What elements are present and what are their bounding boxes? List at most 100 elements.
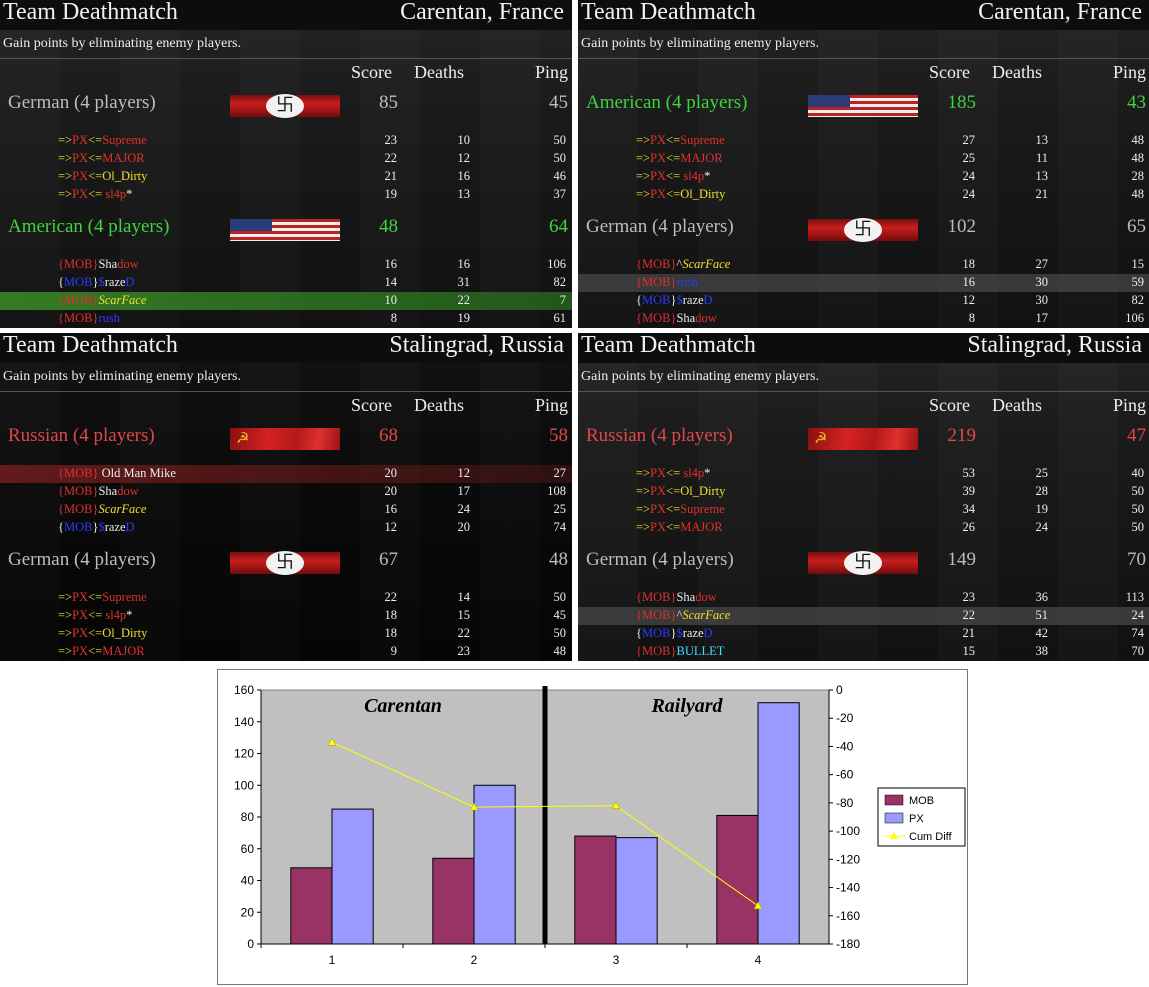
name-segment: <= xyxy=(88,133,103,147)
annotation-carentan: Carentan xyxy=(364,695,442,717)
name-segment: dow xyxy=(117,257,139,271)
swastika-emblem: 卐 xyxy=(844,218,882,242)
map-name: Stalingrad, Russia xyxy=(389,333,564,358)
player-score: 22 xyxy=(962,608,976,622)
y-tick-label: 140 xyxy=(234,715,254,729)
name-segment: ^ xyxy=(676,257,683,271)
y-tick-label: 40 xyxy=(241,874,255,888)
player-name: =>PX<=Ol_Dirty xyxy=(58,169,147,184)
name-segment: } xyxy=(670,293,677,307)
bar-mob xyxy=(290,867,333,945)
player-score: 34 xyxy=(962,502,976,516)
x-tick-label: 4 xyxy=(755,953,762,967)
player-name: =>PX<=MAJOR xyxy=(636,520,723,535)
player-ping: 74 xyxy=(553,520,567,534)
divider xyxy=(578,391,1149,392)
player-row: =>PX<= sl4p* 24 13 28 xyxy=(578,168,1149,186)
name-segment: dow xyxy=(117,484,139,498)
player-ping: 40 xyxy=(1131,466,1145,480)
name-segment: => xyxy=(636,151,651,165)
name-segment: => xyxy=(58,608,73,622)
legend-swatch xyxy=(884,812,904,824)
name-segment: PX xyxy=(650,187,667,201)
name-segment: sl4p xyxy=(683,466,705,480)
name-segment: PX xyxy=(72,133,89,147)
name-segment: * xyxy=(126,608,133,622)
player-row: {MOB}Shadow 20 17 108 xyxy=(0,483,572,501)
player-score: 12 xyxy=(962,293,976,307)
scoreboard-title-bar: Team Deathmatch Carentan, France xyxy=(0,0,572,30)
team-name: German (4 players) xyxy=(586,216,734,237)
name-segment: raze xyxy=(104,275,126,289)
player-row: {MOB}ScarFace 10 22 7 xyxy=(0,292,572,310)
name-segment: sl4p xyxy=(683,169,705,183)
name-segment: {MOB} xyxy=(58,466,99,480)
player-name: =>PX<=MAJOR xyxy=(58,644,145,659)
german-flag-icon: 卐 xyxy=(230,551,340,575)
name-segment: {MOB} xyxy=(636,311,677,325)
name-segment: PX xyxy=(650,520,667,534)
player-ping: 106 xyxy=(1125,311,1144,325)
american-flag-icon xyxy=(808,95,918,117)
bar-px xyxy=(473,784,516,945)
player-score: 8 xyxy=(390,311,397,325)
name-segment: {MOB} xyxy=(58,502,99,516)
player-ping: 46 xyxy=(553,169,567,183)
team-score: 67 xyxy=(379,549,398,570)
name-segment: { xyxy=(58,520,64,534)
player-deaths: 13 xyxy=(1035,169,1049,183)
player-deaths: 24 xyxy=(457,502,471,516)
german-flag-icon: 卐 xyxy=(808,551,918,575)
player-score: 23 xyxy=(962,590,976,604)
player-row: {MOB}ScarFace 16 24 25 xyxy=(0,501,572,519)
y2-tick-label: -80 xyxy=(836,796,854,810)
player-name: {MOB}$razeD xyxy=(636,293,713,308)
player-score: 18 xyxy=(384,608,398,622)
player-deaths: 31 xyxy=(457,275,471,289)
player-deaths: 12 xyxy=(457,151,471,165)
team-score: 149 xyxy=(947,549,977,570)
swastika-emblem: 卐 xyxy=(266,551,304,575)
name-segment: PX xyxy=(72,608,89,622)
player-row: {MOB}Shadow 16 16 106 xyxy=(0,256,572,274)
name-segment: <= xyxy=(666,151,681,165)
y2-tick-label: -180 xyxy=(836,937,860,951)
player-deaths: 19 xyxy=(457,311,471,325)
player-name: =>PX<=Supreme xyxy=(636,133,725,148)
player-row: {MOB} Old Man Mike 20 12 27 xyxy=(0,465,572,483)
player-score: 53 xyxy=(962,466,976,480)
player-name: {MOB}^ScarFace xyxy=(636,257,730,272)
name-segment: dow xyxy=(695,590,717,604)
score-comparison-chart: 0 20 40 60 80 100 120 140 160 0 -20 -40 -60 -80 -100 -1… xyxy=(217,669,968,985)
mode-description: Gain points by eliminating enemy players… xyxy=(581,369,819,384)
bar-px xyxy=(615,837,658,945)
player-name: {MOB}$razeD xyxy=(58,275,135,290)
name-segment: PX xyxy=(72,151,89,165)
mode-description: Gain points by eliminating enemy players… xyxy=(3,36,241,51)
team-ping: 45 xyxy=(549,92,568,113)
name-segment: D xyxy=(703,293,713,307)
player-row: {MOB}$razeD 14 31 82 xyxy=(0,274,572,292)
player-score: 21 xyxy=(962,626,976,640)
background-scene xyxy=(0,30,572,328)
name-segment: => xyxy=(636,502,651,516)
name-segment: Supreme xyxy=(102,590,147,604)
name-segment: D xyxy=(703,626,713,640)
player-row: =>PX<=MAJOR 26 24 50 xyxy=(578,519,1149,537)
y2-tick-label: -140 xyxy=(836,881,860,895)
player-row: =>PX<=Ol_Dirty 21 16 46 xyxy=(0,168,572,186)
name-segment: rush xyxy=(676,275,699,289)
cum-diff-point xyxy=(327,737,337,746)
name-segment: <= xyxy=(88,608,106,622)
player-deaths: 30 xyxy=(1035,293,1049,307)
scoreboard-2: Team Deathmatch Carentan, France Gain poin… xyxy=(578,0,1149,328)
russian-flag-icon: ☭ xyxy=(230,428,340,450)
hammer-sickle-emblem: ☭ xyxy=(814,429,828,447)
swastika-emblem: 卐 xyxy=(844,551,882,575)
name-segment: BULLET xyxy=(676,644,725,658)
y2-tick-label: -20 xyxy=(836,711,854,725)
legend-swatch xyxy=(884,794,904,806)
line-cum-diff xyxy=(331,741,759,907)
team-score: 48 xyxy=(379,216,398,237)
player-ping: 82 xyxy=(553,275,567,289)
